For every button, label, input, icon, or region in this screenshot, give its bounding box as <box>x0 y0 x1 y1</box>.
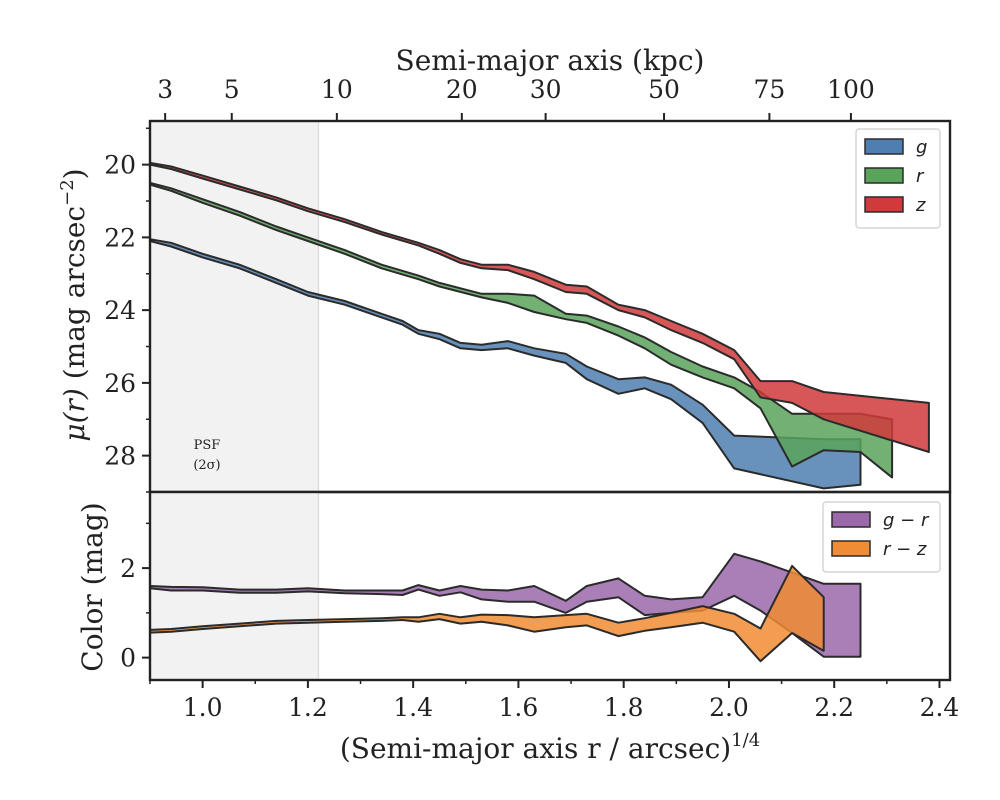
x-axis-label: (Semi-major axis r / arcsec)1/4 <box>340 730 760 765</box>
top-panel-ticks: 20 22 24 26 28 3 5 10 20 30 50 75 100 <box>104 75 875 493</box>
y-tick-label: 20 <box>104 151 136 180</box>
color-y-tick-label: 2 <box>120 554 136 583</box>
color-panel: 0 2 1.0 1.2 1.4 1.6 1.8 2.0 2.2 2.4 g − r r − z <box>120 490 960 722</box>
y-tick-label: 24 <box>104 296 136 325</box>
y-tick-label: 26 <box>104 369 136 398</box>
top-tick-label: 10 <box>321 75 353 104</box>
color-panel-ticks: 0 2 1.0 1.2 1.4 1.6 1.8 2.0 2.2 2.4 <box>120 522 960 722</box>
top-tick-label: 30 <box>530 75 562 104</box>
psf-label: PSF <box>194 438 221 453</box>
x-tick-label: 2.2 <box>814 693 854 722</box>
surface-brightness-panel: PSF (2σ) 20 22 24 26 28 3 5 10 20 30 50 75 100 grz <box>104 75 952 494</box>
color-ylabel: Color (mag) <box>76 502 109 671</box>
x-tick-label: 2.0 <box>709 693 749 722</box>
legend-label: z <box>915 195 926 216</box>
x-tick-label: 1.0 <box>183 693 223 722</box>
legend-swatch <box>864 138 904 155</box>
surface-brightness-legend: grz <box>855 128 941 229</box>
color-y-tick-label: 0 <box>120 644 136 673</box>
legend-label: g <box>916 137 927 158</box>
top-tick-label: 3 <box>157 75 173 104</box>
psf-shaded-region <box>150 121 319 492</box>
psf-sigma-label: (2σ) <box>193 458 220 473</box>
band-z <box>149 161 930 453</box>
y-tick-label: 28 <box>104 442 136 471</box>
surface-brightness-ylabel: μ(r) (mag arcsec−2) <box>57 168 91 441</box>
top-tick-label: 5 <box>224 75 240 104</box>
y-tick-label: 22 <box>104 223 136 252</box>
top-tick-label: 20 <box>446 75 478 104</box>
color-bands <box>149 552 862 663</box>
x-tick-label: 1.8 <box>604 693 644 722</box>
x-axis-label-main: (Semi-major axis r / arcsec) <box>340 732 731 765</box>
top-tick-label: 100 <box>827 75 875 104</box>
legend-swatch <box>831 540 871 557</box>
x-tick-label: 1.2 <box>288 693 328 722</box>
band-gr <box>149 552 862 658</box>
x-axis-label-exponent: 1/4 <box>731 730 760 751</box>
surface-brightness-bands <box>149 161 930 490</box>
top-tick-label: 75 <box>753 75 785 104</box>
top-tick-label: 50 <box>648 75 680 104</box>
legend-swatch <box>831 511 871 528</box>
legend-label: r <box>916 166 925 187</box>
band-rz <box>149 564 825 663</box>
legend-label: g − r <box>883 510 930 531</box>
legend-swatch <box>864 167 904 184</box>
x-tick-label: 1.4 <box>393 693 433 722</box>
legend-swatch <box>864 196 904 213</box>
x-tick-label: 2.4 <box>920 693 960 722</box>
top-axis-label: Semi-major axis (kpc) <box>396 44 705 77</box>
color-panel-frame <box>148 490 952 682</box>
color-legend: g − r r − z <box>822 501 941 573</box>
legend-label: r − z <box>883 539 927 560</box>
band-r <box>149 181 894 479</box>
x-tick-label: 1.6 <box>499 693 539 722</box>
